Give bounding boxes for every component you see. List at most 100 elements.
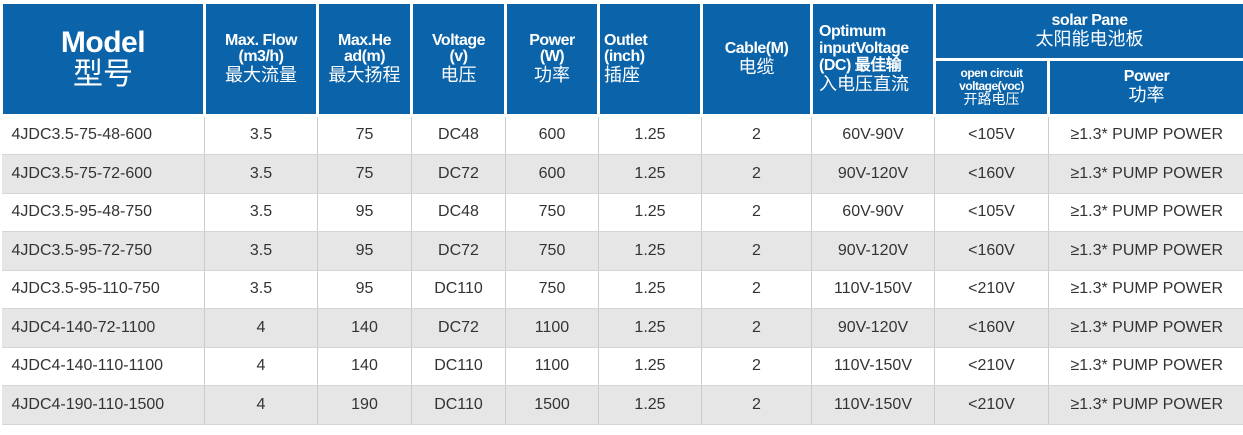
cell-max-flow: 3.5 <box>205 270 318 309</box>
cell-solar-power: ≥1.3* PUMP POWER <box>1049 232 1243 271</box>
cell-max-head: 75 <box>318 115 412 155</box>
cell-open-circuit-voltage: <105V <box>935 193 1049 232</box>
cell-cable: 2 <box>702 232 812 271</box>
cell-cable: 2 <box>702 115 812 155</box>
header-max-flow: Max. Flow(m3/h)最大流量 <box>205 4 318 115</box>
cell-solar-power: ≥1.3* PUMP POWER <box>1049 115 1243 155</box>
cell-model: 4JDC4-140-72-1100 <box>2 309 205 348</box>
cell-power: 750 <box>506 193 599 232</box>
header-outlet: Outlet(inch)插座 <box>599 4 702 115</box>
cell-outlet: 1.25 <box>599 155 702 194</box>
cell-optimum-voltage: 90V-120V <box>812 232 935 271</box>
cell-solar-power: ≥1.3* PUMP POWER <box>1049 386 1243 425</box>
cell-power: 1100 <box>506 309 599 348</box>
cell-optimum-voltage: 90V-120V <box>812 155 935 194</box>
cell-power: 750 <box>506 270 599 309</box>
cell-optimum-voltage: 110V-150V <box>812 347 935 386</box>
cell-open-circuit-voltage: <160V <box>935 155 1049 194</box>
cell-model: 4JDC4-190-110-1500 <box>2 386 205 425</box>
cell-max-flow: 3.5 <box>205 155 318 194</box>
header-cable: Cable(M)电缆 <box>702 4 812 115</box>
cell-max-head: 140 <box>318 347 412 386</box>
cell-power: 600 <box>506 155 599 194</box>
cell-max-flow: 3.5 <box>205 193 318 232</box>
cell-model: 4JDC3.5-75-48-600 <box>2 115 205 155</box>
cell-solar-power: ≥1.3* PUMP POWER <box>1049 155 1243 194</box>
cell-solar-power: ≥1.3* PUMP POWER <box>1049 270 1243 309</box>
cell-optimum-voltage: 60V-90V <box>812 193 935 232</box>
cell-optimum-voltage: 110V-150V <box>812 270 935 309</box>
cell-open-circuit-voltage: <160V <box>935 232 1049 271</box>
cell-model: 4JDC4-140-110-1100 <box>2 347 205 386</box>
cell-optimum-voltage: 60V-90V <box>812 115 935 155</box>
cell-solar-power: ≥1.3* PUMP POWER <box>1049 193 1243 232</box>
cell-voltage: DC110 <box>412 270 506 309</box>
cell-power: 600 <box>506 115 599 155</box>
cell-voltage: DC72 <box>412 232 506 271</box>
cell-cable: 2 <box>702 309 812 348</box>
cell-voltage: DC48 <box>412 115 506 155</box>
cell-open-circuit-voltage: <105V <box>935 115 1049 155</box>
cell-optimum-voltage: 110V-150V <box>812 386 935 425</box>
cell-voltage: DC110 <box>412 347 506 386</box>
cell-solar-power: ≥1.3* PUMP POWER <box>1049 347 1243 386</box>
cell-max-flow: 3.5 <box>205 115 318 155</box>
cell-cable: 2 <box>702 386 812 425</box>
cell-outlet: 1.25 <box>599 386 702 425</box>
cell-outlet: 1.25 <box>599 232 702 271</box>
cell-outlet: 1.25 <box>599 347 702 386</box>
cell-open-circuit-voltage: <210V <box>935 270 1049 309</box>
cell-open-circuit-voltage: <210V <box>935 347 1049 386</box>
cell-voltage: DC48 <box>412 193 506 232</box>
cell-power: 1100 <box>506 347 599 386</box>
cell-cable: 2 <box>702 193 812 232</box>
header-voltage: Voltage(v)电压 <box>412 4 506 115</box>
cell-power: 750 <box>506 232 599 271</box>
cell-max-flow: 3.5 <box>205 232 318 271</box>
cell-max-flow: 4 <box>205 386 318 425</box>
cell-model: 4JDC3.5-95-48-750 <box>2 193 205 232</box>
cell-cable: 2 <box>702 347 812 386</box>
cell-max-head: 95 <box>318 232 412 271</box>
cell-max-flow: 4 <box>205 347 318 386</box>
cell-model: 4JDC3.5-95-110-750 <box>2 270 205 309</box>
cell-outlet: 1.25 <box>599 270 702 309</box>
cell-solar-power: ≥1.3* PUMP POWER <box>1049 309 1243 348</box>
cell-voltage: DC110 <box>412 386 506 425</box>
cell-open-circuit-voltage: <210V <box>935 386 1049 425</box>
cell-model: 4JDC3.5-95-72-750 <box>2 232 205 271</box>
cell-max-head: 95 <box>318 193 412 232</box>
cell-optimum-voltage: 90V-120V <box>812 309 935 348</box>
header-power: Power(W)功率 <box>506 4 599 115</box>
cell-model: 4JDC3.5-75-72-600 <box>2 155 205 194</box>
cell-max-head: 75 <box>318 155 412 194</box>
cell-max-head: 190 <box>318 386 412 425</box>
cell-voltage: DC72 <box>412 309 506 348</box>
cell-outlet: 1.25 <box>599 193 702 232</box>
cell-voltage: DC72 <box>412 155 506 194</box>
cell-cable: 2 <box>702 270 812 309</box>
cell-max-head: 95 <box>318 270 412 309</box>
cell-power: 1500 <box>506 386 599 425</box>
cell-max-head: 140 <box>318 309 412 348</box>
cell-open-circuit-voltage: <160V <box>935 309 1049 348</box>
cell-max-flow: 4 <box>205 309 318 348</box>
cell-cable: 2 <box>702 155 812 194</box>
cell-outlet: 1.25 <box>599 309 702 348</box>
cell-outlet: 1.25 <box>599 115 702 155</box>
